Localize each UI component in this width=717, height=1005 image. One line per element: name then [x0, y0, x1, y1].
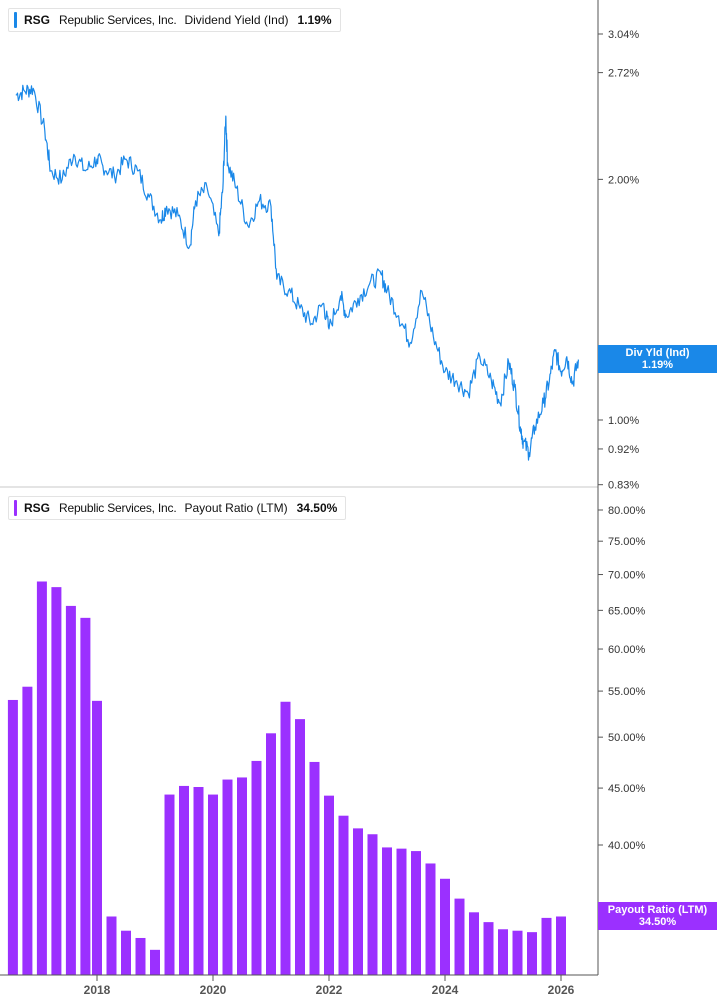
payout-ratio-bar [92, 700, 102, 975]
payout-ratio-bar [396, 848, 407, 975]
payout-ratio-bar [106, 916, 117, 975]
ticker-label: RSG [24, 13, 51, 27]
x-tick-label: 2026 [548, 983, 575, 997]
payout-ratio-bar [22, 686, 33, 975]
y-tick-label: 3.04% [608, 29, 639, 41]
tag-label: Div Yld (Ind) [625, 347, 690, 359]
payout-ratio-bar [324, 795, 334, 975]
payout-ratio-bar [65, 605, 76, 975]
series-color-swatch [14, 12, 17, 28]
payout-ratio-bar [193, 787, 204, 975]
metric-label: Payout Ratio (LTM) [184, 501, 288, 515]
payout-ratio-bar [135, 937, 146, 975]
payout-ratio-legend[interactable]: RSG Republic Services, Inc. Payout Ratio… [8, 496, 347, 520]
metric-value: 1.19% [297, 13, 332, 27]
top-panel: 3.04% 2.72% 2.00% 1.00% 0.92% 0.83% [15, 29, 639, 492]
y-tick-label: 60.00% [608, 644, 646, 656]
payout-ratio-bar [512, 930, 523, 975]
payout-ratio-bar [556, 916, 566, 975]
payout-ratio-bar [121, 930, 131, 975]
payout-ratio-bar [541, 917, 552, 975]
payout-ratio-bar [498, 929, 508, 975]
payout-ratio-bar [208, 794, 218, 975]
y-tick-label: 45.00% [608, 783, 646, 795]
payout-ratio-bar [454, 898, 465, 975]
y-tick-label: 0.92% [608, 444, 639, 456]
y-tick-label: 55.00% [608, 686, 646, 698]
payout-ratio-bar [164, 794, 175, 975]
payout-ratio-bar [237, 777, 247, 975]
payout-ratio-bar [382, 847, 392, 975]
payout-ratio-bar [527, 932, 537, 975]
payout-ratio-bar [51, 587, 62, 975]
x-tick-label: 2024 [432, 983, 459, 997]
tag-value: 1.19% [641, 359, 674, 371]
payout-ratio-bar [483, 922, 494, 975]
y-tick-label: 2.00% [608, 174, 639, 186]
y-tick-label: 2.72% [608, 68, 639, 80]
ticker-label: RSG [24, 501, 51, 515]
payout-ratio-bar [469, 912, 479, 975]
payout-ratio-bar [251, 760, 262, 975]
payout-ratio-bar [80, 617, 91, 975]
payout-ratio-bar [295, 719, 305, 975]
series-color-swatch [14, 500, 17, 516]
y-tick-label: 80.00% [608, 505, 646, 517]
dividend-yield-value-tag: Div Yld (Ind) 1.19% [598, 345, 717, 373]
payout-ratio-bar [266, 733, 276, 975]
payout-ratio-bar [7, 699, 18, 975]
tag-value: 34.50% [638, 916, 677, 928]
y-tick-label: 70.00% [608, 570, 646, 582]
metric-value: 34.50% [296, 501, 338, 515]
company-label: Republic Services, Inc. [59, 501, 177, 515]
payout-ratio-bar [280, 701, 291, 975]
payout-ratio-bar [150, 949, 160, 975]
x-tick-label: 2018 [84, 983, 111, 997]
payout-ratio-bar [36, 581, 47, 975]
x-tick-label: 2022 [316, 983, 343, 997]
payout-ratio-bar [309, 761, 320, 975]
payout-ratio-bar [425, 863, 436, 975]
y-tick-label: 40.00% [608, 840, 646, 852]
payout-ratio-bar [338, 815, 349, 975]
y-tick-label: 50.00% [608, 732, 646, 744]
payout-ratio-bar [179, 785, 189, 975]
metric-label: Dividend Yield (Ind) [184, 13, 289, 27]
dividend-yield-line [15, 84, 579, 461]
payout-ratio-bar [222, 779, 233, 975]
dividend-yield-legend[interactable]: RSG Republic Services, Inc. Dividend Yie… [8, 8, 341, 32]
tag-label: Payout Ratio (LTM) [607, 904, 708, 916]
y-tick-label: 65.00% [608, 605, 646, 617]
payout-ratio-bar [440, 878, 450, 975]
x-tick-label: 2020 [200, 983, 227, 997]
y-tick-label: 75.00% [608, 536, 646, 548]
bottom-panel: 80.00% 75.00% 70.00% 65.00% 60.00% 55.00% 50.0… [7, 505, 646, 997]
payout-ratio-bar [367, 834, 378, 975]
payout-ratio-bar [353, 828, 363, 975]
payout-ratio-bar [411, 851, 421, 975]
y-tick-label: 0.83% [608, 480, 639, 492]
company-label: Republic Services, Inc. [59, 13, 177, 27]
y-tick-label: 1.00% [608, 415, 639, 427]
payout-ratio-value-tag: Payout Ratio (LTM) 34.50% [598, 902, 717, 930]
